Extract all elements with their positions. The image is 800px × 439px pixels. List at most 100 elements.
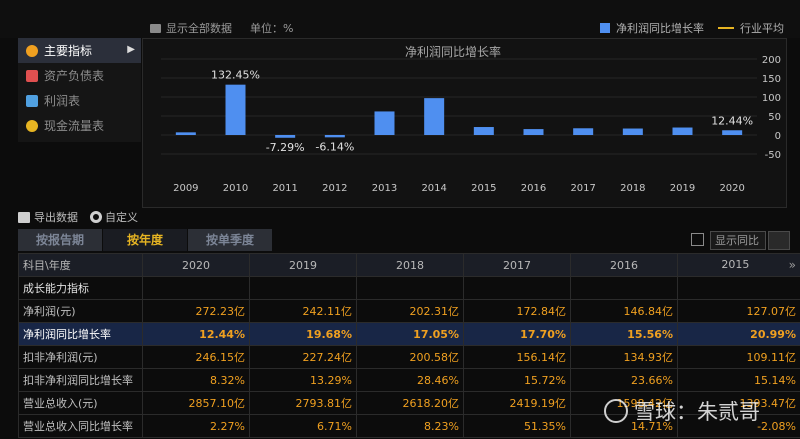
- tab-by-quarter[interactable]: 按单季度: [188, 229, 272, 251]
- table-cell: 200.58亿: [356, 345, 464, 369]
- tab-by-year[interactable]: 按年度: [103, 229, 187, 251]
- table-cell: 6.71%: [249, 414, 357, 438]
- table-cell: 13.29%: [249, 368, 357, 392]
- sidebar-item-income-statement[interactable]: 利润表: [18, 88, 141, 113]
- bar: [473, 127, 494, 135]
- year-header: 2017: [463, 253, 571, 277]
- sidebar-item-cash-flow[interactable]: 现金流量表: [18, 113, 141, 138]
- table-cell: 51.35%: [463, 414, 571, 438]
- table-cell: -2.08%: [677, 414, 800, 438]
- x-tick-label: 2013: [372, 183, 397, 194]
- bar: [175, 132, 196, 135]
- table-cell: 20.99%: [677, 322, 800, 346]
- sidebar-item-label: 利润表: [44, 94, 81, 108]
- data-label: 132.45%: [211, 69, 260, 82]
- year-header: 2018: [356, 253, 464, 277]
- bar: [324, 135, 345, 138]
- bar: [374, 111, 395, 135]
- chart-title: 净利润同比增长率: [404, 45, 501, 59]
- coins-icon: [26, 119, 38, 132]
- expand-columns-icon[interactable]: »: [788, 258, 796, 272]
- row-label: 扣非净利润(元): [18, 345, 143, 369]
- indicator-table: 科目\年度 2020 2019 2018 2017 2016 2015 » 成长能…: [18, 253, 800, 438]
- table-cell: 23.66%: [570, 368, 678, 392]
- year-header: 2020: [142, 253, 250, 277]
- table-row[interactable]: 净利润(元) 272.23亿 242.11亿 202.31亿 172.84亿 146.84…: [18, 299, 800, 323]
- sidebar-item-label: 主要指标: [44, 44, 93, 58]
- cube-icon: [26, 94, 38, 107]
- table-cell: 12.44%: [142, 322, 250, 346]
- x-tick-label: 2009: [173, 183, 198, 194]
- bar: [672, 127, 693, 135]
- table-cell: 2793.81亿: [249, 391, 357, 415]
- export-data-button[interactable]: 导出数据: [34, 211, 78, 224]
- row-label: 扣非净利润同比增长率: [18, 368, 143, 392]
- table-row[interactable]: 扣非净利润(元) 246.15亿 227.24亿 200.58亿 156.14亿 134.…: [18, 345, 800, 369]
- x-tick-label: 2020: [719, 183, 744, 194]
- row-label: 营业总收入(元): [18, 391, 143, 415]
- yoy-checkbox[interactable]: [691, 233, 704, 246]
- y-tick-label: -50: [765, 150, 781, 161]
- table-cell: 246.15亿: [142, 345, 250, 369]
- table-cell: 272.23亿: [142, 299, 250, 323]
- chart-panel: 净利润同比增长率 200 150 100 50 0 -50 2009 2010 132.45% 2…: [142, 38, 787, 208]
- table-cell: 202.31亿: [356, 299, 464, 323]
- row-label: 净利润(元): [18, 299, 143, 323]
- report-sidebar: 主要指标 ▶ 资产负债表 利润表 现金流量表: [18, 38, 141, 142]
- customize-button[interactable]: 自定义: [105, 211, 138, 224]
- table-cell: 172.84亿: [463, 299, 571, 323]
- table-row[interactable]: 扣非净利润同比增长率 8.32% 13.29% 28.46% 15.72% 23.66% 1…: [18, 368, 800, 392]
- watermark-text: 雪球：朱贰哥: [634, 400, 760, 424]
- year-header-label: 2015: [721, 258, 750, 271]
- table-cell: 134.93亿: [570, 345, 678, 369]
- bar: [424, 98, 445, 135]
- table-cell: 15.72%: [463, 368, 571, 392]
- section-label: 成长能力指标: [18, 276, 143, 300]
- bar: [622, 128, 643, 135]
- export-row: 导出数据 自定义: [18, 208, 138, 226]
- sidebar-item-balance-sheet[interactable]: 资产负债表: [18, 63, 141, 88]
- table-cell: 17.70%: [463, 322, 571, 346]
- table-cell: 2857.10亿: [142, 391, 250, 415]
- chevron-down-icon[interactable]: [768, 231, 790, 250]
- table-cell: 242.11亿: [249, 299, 357, 323]
- table-cell: 8.23%: [356, 414, 464, 438]
- gear-icon: [26, 44, 38, 57]
- table-cell: 109.11亿: [677, 345, 800, 369]
- monitor-icon: [150, 23, 161, 33]
- table-cell: 2.27%: [142, 414, 250, 438]
- yoy-select[interactable]: 显示同比: [710, 231, 766, 250]
- table-cell: 8.32%: [142, 368, 250, 392]
- show-all-data-toggle[interactable]: 显示全部数据: [150, 20, 232, 36]
- table-corner-header: 科目\年度: [18, 253, 143, 277]
- unit-label: 单位：%: [250, 22, 294, 35]
- data-label: -7.29%: [266, 141, 305, 154]
- table-row[interactable]: 净利润同比增长率 12.44% 19.68% 17.05% 17.70% 15.56% 20…: [18, 322, 800, 346]
- data-label: -6.14%: [315, 140, 354, 153]
- settings-gear-icon: [90, 211, 102, 223]
- bar: [722, 130, 743, 135]
- table-cell: 1393.47亿: [677, 391, 800, 415]
- legend-industry-label: 行业平均: [740, 22, 784, 35]
- x-tick-label: 2012: [322, 183, 347, 194]
- sidebar-item-main-indicators[interactable]: 主要指标 ▶: [18, 38, 141, 63]
- data-label: 12.44%: [711, 114, 753, 127]
- table-row[interactable]: 营业总收入(元) 2857.10亿 2793.81亿 2618.20亿 2419.19亿…: [18, 391, 800, 415]
- table-cell: 15.56%: [570, 322, 678, 346]
- y-tick-label: 0: [775, 131, 781, 142]
- bar-chart: 200 150 100 50 0 -50 2009 2010 132.45% 2011 -7.29%…: [161, 55, 781, 194]
- legend-series-label: 净利润同比增长率: [616, 22, 704, 35]
- row-label: 净利润同比增长率: [18, 322, 143, 346]
- tab-by-report-period[interactable]: 按报告期: [18, 229, 102, 251]
- table-cell: 2618.20亿: [356, 391, 464, 415]
- x-tick-label: 2014: [421, 183, 446, 194]
- top-toolbar: 显示全部数据 单位：% 净利润同比增长率 行业平均: [0, 0, 800, 38]
- table-header-row: 科目\年度 2020 2019 2018 2017 2016 2015 »: [18, 253, 800, 277]
- table-cell: 17.05%: [356, 322, 464, 346]
- table-cell: 127.07亿: [677, 299, 800, 323]
- table-row[interactable]: 营业总收入同比增长率 2.27% 6.71% 8.23% 51.35% 14.71% -2.…: [18, 414, 800, 438]
- chevron-right-icon: ▶: [127, 44, 135, 55]
- bar: [523, 129, 544, 135]
- table-cell: 156.14亿: [463, 345, 571, 369]
- legend-line-swatch: [718, 27, 734, 29]
